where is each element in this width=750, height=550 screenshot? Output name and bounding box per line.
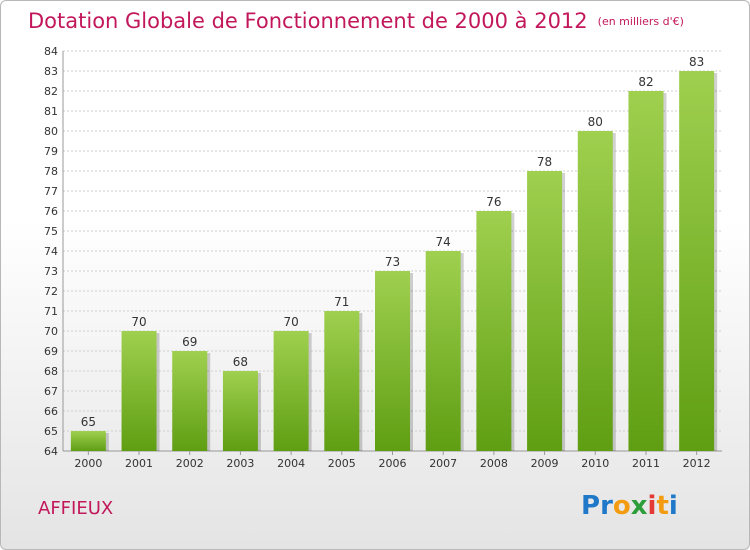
- bar: [324, 311, 360, 451]
- logo-letter: o: [612, 491, 631, 521]
- bar: [273, 331, 309, 451]
- x-tick-label: 2010: [581, 457, 609, 470]
- y-tick-label: 72: [44, 285, 58, 298]
- y-tick-label: 84: [44, 45, 58, 58]
- x-tick-label: 2008: [480, 457, 508, 470]
- bar: [577, 131, 613, 451]
- y-tick-label: 76: [44, 205, 58, 218]
- logo-letter: P: [581, 491, 601, 521]
- place-name: AFFIEUX: [38, 498, 114, 519]
- data-label: 70: [283, 315, 298, 329]
- data-label: 78: [537, 155, 552, 169]
- y-tick-label: 67: [44, 385, 58, 398]
- y-tick-label: 66: [44, 405, 58, 418]
- proxiti-logo: Proxiti: [581, 491, 678, 521]
- bar: [222, 371, 258, 451]
- logo-letter: r: [600, 491, 613, 521]
- data-label: 68: [233, 355, 248, 369]
- data-label: 80: [588, 115, 603, 129]
- y-tick-label: 75: [44, 225, 58, 238]
- y-tick-label: 79: [44, 145, 58, 158]
- x-tick-label: 2006: [379, 457, 407, 470]
- data-label: 83: [689, 55, 704, 69]
- logo-letter: t: [656, 491, 669, 521]
- y-tick-label: 78: [44, 165, 58, 178]
- chart-title: Dotation Globale de Fonctionnement de 20…: [28, 9, 684, 33]
- chart-title-text: Dotation Globale de Fonctionnement de 20…: [28, 9, 588, 33]
- data-label: 70: [131, 315, 146, 329]
- data-label: 71: [334, 295, 349, 309]
- bar: [476, 211, 512, 451]
- x-tick-label: 2011: [632, 457, 660, 470]
- y-tick-label: 65: [44, 425, 58, 438]
- bar: [121, 331, 157, 451]
- bar: [425, 251, 461, 451]
- bar: [375, 271, 410, 451]
- y-tick-label: 81: [44, 105, 58, 118]
- data-label: 65: [81, 415, 96, 429]
- y-tick-label: 70: [44, 325, 58, 338]
- y-tick-label: 80: [44, 125, 58, 138]
- bar: [679, 71, 715, 451]
- x-tick-label: 2004: [277, 457, 305, 470]
- y-tick-label: 73: [44, 265, 58, 278]
- data-label: 76: [486, 195, 501, 209]
- x-tick-label: 2012: [683, 457, 711, 470]
- x-tick-label: 2009: [531, 457, 559, 470]
- x-tick-label: 2003: [226, 457, 254, 470]
- data-label: 74: [436, 235, 451, 249]
- logo-letter: i: [668, 491, 678, 521]
- data-label: 69: [182, 335, 197, 349]
- bar: [70, 431, 106, 451]
- chart-unit: (en milliers d'€): [597, 15, 684, 28]
- x-tick-label: 2007: [429, 457, 457, 470]
- y-tick-label: 68: [44, 365, 58, 378]
- y-tick-label: 74: [44, 245, 58, 258]
- y-tick-label: 77: [44, 185, 58, 198]
- bar: [172, 351, 208, 451]
- data-label: 73: [385, 255, 400, 269]
- y-tick-label: 69: [44, 345, 58, 358]
- x-tick-label: 2005: [328, 457, 356, 470]
- y-tick-label: 64: [44, 445, 58, 458]
- data-label: 82: [638, 75, 653, 89]
- x-tick-label: 2001: [125, 457, 153, 470]
- x-tick-label: 2000: [74, 457, 102, 470]
- logo-letter: i: [647, 491, 657, 521]
- bar: [628, 91, 664, 451]
- logo-letter: x: [630, 491, 648, 521]
- x-tick-label: 2002: [176, 457, 204, 470]
- y-tick-label: 83: [44, 65, 58, 78]
- bar: [527, 171, 563, 451]
- y-tick-label: 71: [44, 305, 58, 318]
- y-tick-label: 82: [44, 85, 58, 98]
